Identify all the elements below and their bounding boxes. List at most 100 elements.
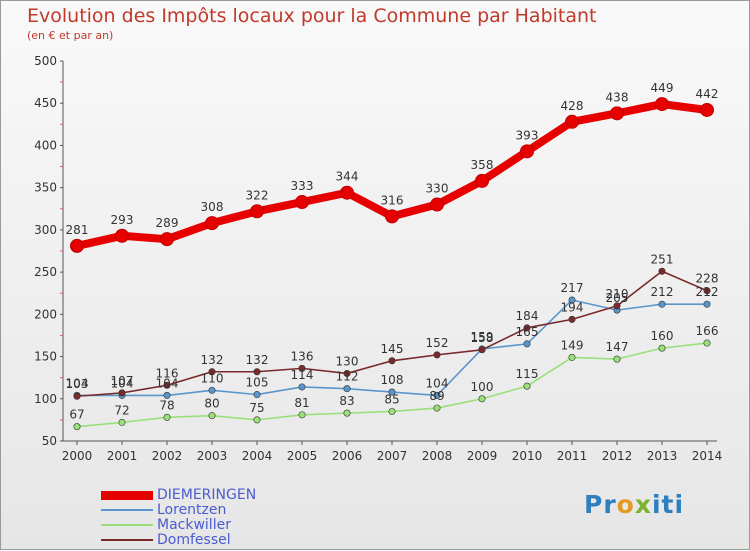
data-point — [250, 204, 264, 219]
data-label: 104 — [66, 376, 89, 390]
data-point — [703, 339, 711, 347]
data-label: 103 — [66, 377, 89, 391]
data-label: 158 — [471, 331, 494, 345]
data-label: 449 — [651, 81, 674, 95]
y-tick-label: 300 — [34, 223, 57, 237]
legend-swatch — [101, 539, 153, 541]
data-label: 160 — [651, 329, 674, 343]
data-point — [565, 114, 579, 129]
data-point — [253, 368, 261, 376]
x-tick-label: 2011 — [557, 449, 588, 463]
data-point — [655, 97, 669, 112]
data-point — [73, 392, 81, 400]
data-label: 358 — [471, 158, 494, 172]
data-point — [568, 296, 576, 304]
data-label: 110 — [201, 371, 224, 385]
legend-item-domfessel: Domfessel — [101, 532, 231, 548]
data-point — [118, 418, 126, 426]
data-label: 89 — [429, 389, 444, 403]
data-point — [520, 144, 534, 159]
series-mackwiller — [73, 339, 711, 431]
x-tick-label: 2005 — [287, 449, 318, 463]
x-tick-label: 2006 — [332, 449, 363, 463]
data-label: 81 — [294, 396, 309, 410]
data-label: 212 — [696, 285, 719, 299]
y-tick-label: 150 — [34, 350, 57, 364]
y-tick-label: 50 — [42, 434, 57, 448]
legend-item-lorentzen: Lorentzen — [101, 502, 226, 518]
data-label: 322 — [246, 188, 269, 202]
data-point — [478, 346, 486, 354]
x-tick-label: 2001 — [107, 449, 138, 463]
data-labels-layer: 281 293 289 308 322 333 344 316 330 358 393 428 438 4… — [66, 81, 719, 422]
x-tick-label: 2002 — [152, 449, 183, 463]
data-point — [430, 197, 444, 212]
data-label: 210 — [606, 287, 629, 301]
data-label: 149 — [561, 338, 584, 352]
data-label: 80 — [204, 397, 219, 411]
data-label: 132 — [201, 353, 224, 367]
data-point — [658, 267, 666, 275]
data-label: 116 — [156, 366, 179, 380]
data-label: 184 — [516, 309, 539, 323]
data-label: 115 — [516, 367, 539, 381]
data-point — [340, 185, 354, 200]
data-label: 75 — [249, 401, 264, 415]
data-label: 330 — [426, 182, 449, 196]
data-label: 166 — [696, 324, 719, 338]
data-point — [298, 364, 306, 372]
data-label: 308 — [201, 200, 224, 214]
data-point — [208, 368, 216, 376]
x-tick-label: 2004 — [242, 449, 273, 463]
data-label: 85 — [384, 392, 399, 406]
data-label: 132 — [246, 353, 269, 367]
data-point — [658, 300, 666, 308]
data-point — [298, 411, 306, 419]
series-domfessel — [73, 267, 711, 400]
series-lorentzen — [73, 296, 711, 399]
x-tick-label: 2013 — [647, 449, 678, 463]
data-label: 438 — [606, 90, 629, 104]
data-point — [163, 413, 171, 421]
data-label: 107 — [111, 374, 134, 388]
x-tick-label: 2007 — [377, 449, 408, 463]
data-label: 205 — [606, 291, 629, 305]
data-point — [385, 209, 399, 224]
y-tick-label: 450 — [34, 96, 57, 110]
data-label: 393 — [516, 128, 539, 142]
data-label: 114 — [291, 368, 314, 382]
data-point — [163, 381, 171, 389]
data-label: 212 — [651, 285, 674, 299]
data-label: 105 — [246, 376, 269, 390]
data-point — [523, 324, 531, 332]
series-layer — [70, 97, 714, 431]
data-point — [73, 423, 81, 431]
data-label: 289 — [156, 216, 179, 230]
data-label: 333 — [291, 179, 314, 193]
y-tick-label: 250 — [34, 265, 57, 279]
legend-label: Domfessel — [157, 532, 231, 548]
data-label: 152 — [426, 336, 449, 350]
legend-swatch — [101, 490, 153, 500]
data-label: 442 — [696, 87, 719, 101]
data-point — [208, 412, 216, 420]
data-label: 72 — [114, 403, 129, 417]
data-label: 78 — [159, 398, 174, 412]
data-point — [298, 383, 306, 391]
data-label: 136 — [291, 349, 314, 363]
data-point — [343, 409, 351, 417]
legend-swatch — [101, 524, 153, 526]
data-point — [613, 302, 621, 310]
data-label: 344 — [336, 170, 359, 184]
x-tick-label: 2010 — [512, 449, 543, 463]
data-label: 83 — [339, 394, 354, 408]
x-tick-label: 2000 — [62, 449, 93, 463]
data-label: 194 — [561, 300, 584, 314]
data-point — [343, 385, 351, 393]
y-tick-label: 400 — [34, 138, 57, 152]
data-label: 104 — [111, 376, 134, 390]
data-label: 428 — [561, 99, 584, 113]
data-label: 145 — [381, 342, 404, 356]
y-tick-label: 100 — [34, 392, 57, 406]
